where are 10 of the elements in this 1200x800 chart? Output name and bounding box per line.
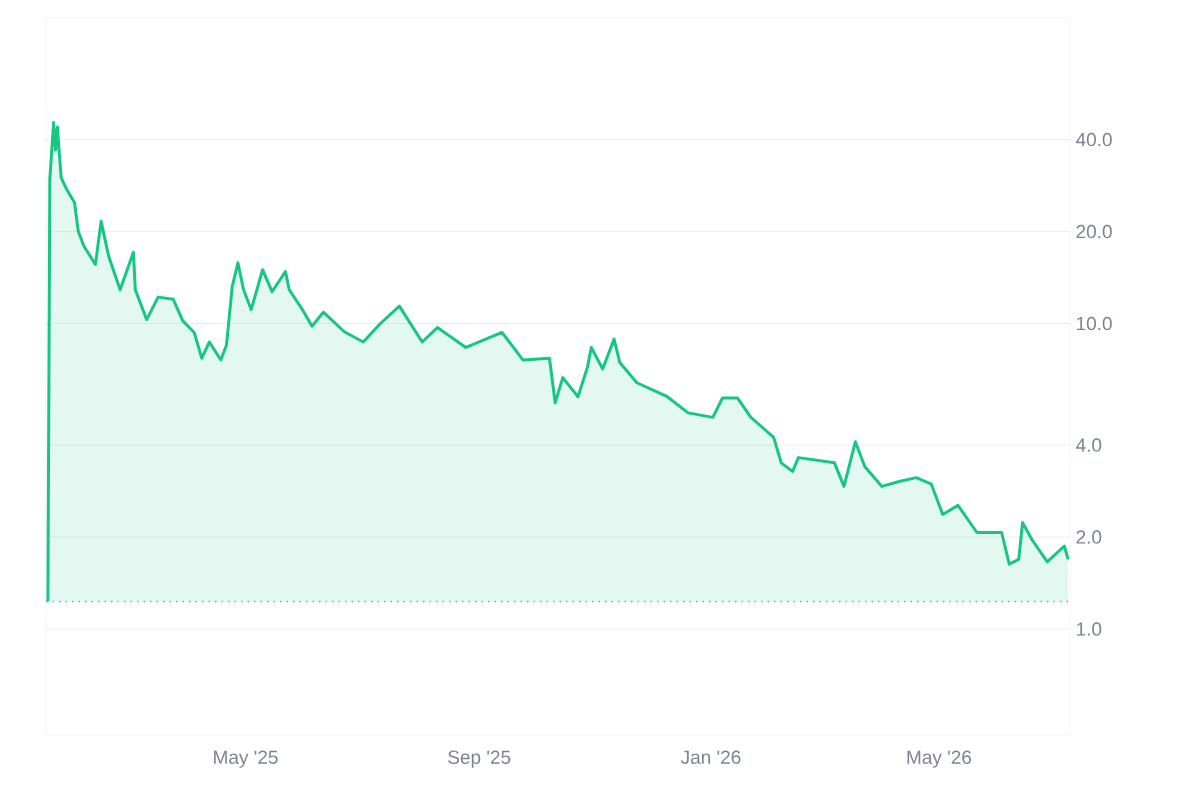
x-tick-label: Jan '26 — [680, 750, 741, 764]
y-tick-label: 10.0 — [1077, 316, 1112, 331]
y-tick-label: 1.0 — [1077, 622, 1102, 636]
y-tick-label: 40.0 — [1076, 132, 1112, 147]
x-tick-label: May '25 — [214, 750, 278, 768]
y-tick-label: 2.0 — [1076, 530, 1102, 544]
y-tick-label: 20.0 — [1076, 224, 1112, 239]
x-tick-label: May '26 — [907, 750, 972, 768]
y-tick-label: 4.0 — [1076, 438, 1102, 452]
x-tick-label: Sep '25 — [448, 750, 511, 768]
